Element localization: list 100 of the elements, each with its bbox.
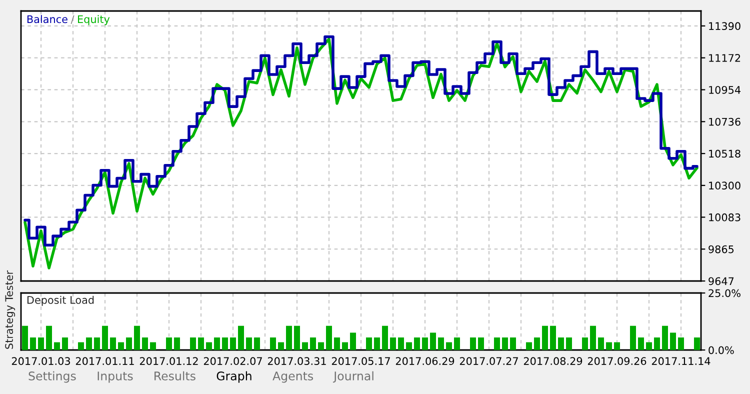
y-tick-label: 9865 xyxy=(708,245,734,254)
bar xyxy=(694,337,700,350)
text: Inputs xyxy=(98,372,133,383)
y-tick-label: 25.0% xyxy=(708,289,740,298)
y-tick-label: 10954 xyxy=(709,86,740,94)
bar xyxy=(550,326,556,350)
bar xyxy=(606,342,612,350)
bar xyxy=(382,326,388,350)
x-tick-label: 2017.01.12 xyxy=(140,357,198,366)
text: Graph xyxy=(216,371,252,383)
bar xyxy=(166,337,172,350)
bar xyxy=(342,342,348,350)
bar xyxy=(142,337,148,350)
bar xyxy=(630,326,636,350)
bar xyxy=(654,337,660,350)
y-tick-label: 11172 xyxy=(709,54,740,62)
bar xyxy=(326,326,332,350)
x-tick-label: 2017.08.29 xyxy=(524,357,582,366)
bar xyxy=(150,342,156,350)
bar xyxy=(94,337,100,350)
bar xyxy=(414,337,420,350)
bar xyxy=(646,342,652,350)
bar xyxy=(310,337,316,350)
bar xyxy=(22,326,28,350)
x-tick-label: 2017.02.07 xyxy=(204,357,262,366)
x-tick-label: 2017.11.14 xyxy=(652,357,710,366)
bar xyxy=(558,337,564,350)
bar xyxy=(398,337,404,350)
bar xyxy=(318,342,324,350)
text: Balance xyxy=(27,15,68,24)
bar xyxy=(390,337,396,350)
y-tick-label: 10083 xyxy=(709,213,740,222)
bar xyxy=(134,326,140,350)
annotation: / xyxy=(70,15,74,24)
y-tick-label: 10300 xyxy=(709,182,740,190)
bar xyxy=(582,337,588,350)
bar xyxy=(494,337,500,350)
bar xyxy=(294,326,300,350)
bar xyxy=(78,342,84,350)
bar xyxy=(86,337,92,350)
bar xyxy=(446,342,452,350)
bar xyxy=(118,342,124,350)
bar xyxy=(638,337,644,350)
bar xyxy=(46,326,52,350)
y-tick-label: 10736 xyxy=(709,118,740,126)
y-tick-label: 9647 xyxy=(708,277,734,286)
y-tick-label: 0.0% xyxy=(708,346,734,354)
bar xyxy=(246,337,252,350)
x-tick-label: 2017.05.17 xyxy=(332,357,390,366)
y-tick-label: 11390 xyxy=(709,22,740,30)
bar xyxy=(534,337,540,350)
bar xyxy=(590,326,596,350)
bar xyxy=(374,337,380,350)
bar xyxy=(542,326,548,350)
bar xyxy=(38,337,44,350)
bar xyxy=(254,337,260,350)
bar xyxy=(502,337,508,350)
bar xyxy=(454,337,460,350)
bar xyxy=(406,342,412,350)
bar xyxy=(430,332,436,350)
bar xyxy=(662,326,668,350)
bar xyxy=(222,337,228,350)
bar xyxy=(350,332,356,350)
bar xyxy=(670,332,676,350)
bar xyxy=(678,337,684,350)
x-tick-label: 2017.01.03 xyxy=(12,357,70,366)
bar xyxy=(230,337,236,350)
bar xyxy=(334,337,340,350)
text: Equity xyxy=(78,15,110,26)
bar xyxy=(278,342,284,350)
bar xyxy=(438,337,444,350)
bar xyxy=(206,342,212,350)
bar xyxy=(286,326,292,350)
x-tick-label: 2017.07.27 xyxy=(460,357,518,366)
bar xyxy=(30,337,36,350)
bar xyxy=(470,337,476,350)
text: Results xyxy=(154,371,196,380)
bar xyxy=(270,337,276,350)
bar xyxy=(478,337,484,350)
y-tick-label: 10518 xyxy=(709,150,740,158)
x-tick-label: 2017.06.29 xyxy=(396,357,454,366)
bar xyxy=(62,337,68,350)
bar xyxy=(422,337,428,350)
bar xyxy=(614,342,620,350)
bar xyxy=(566,337,572,350)
chart-title: Deposit Load xyxy=(27,296,94,306)
bar xyxy=(598,337,604,350)
bar xyxy=(190,337,196,350)
bar xyxy=(110,337,116,350)
bar xyxy=(510,337,516,350)
x-tick-label: 2017.03.31 xyxy=(268,357,326,366)
bar xyxy=(366,337,372,350)
text: Journal xyxy=(333,371,374,383)
bar xyxy=(198,337,204,350)
x-tick-label: 2017.09.26 xyxy=(588,357,646,366)
text: Strategy Tester xyxy=(5,270,16,349)
bar xyxy=(54,342,60,350)
bar xyxy=(214,337,220,350)
x-tick-label: 2017.01.11 xyxy=(76,357,134,366)
bar xyxy=(238,326,244,350)
